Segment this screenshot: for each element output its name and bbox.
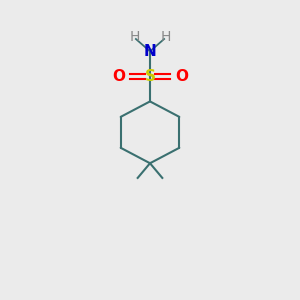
Text: H: H	[160, 30, 171, 44]
Text: S: S	[145, 69, 155, 84]
Text: N: N	[144, 44, 156, 59]
Text: O: O	[112, 69, 125, 84]
Text: O: O	[175, 69, 188, 84]
Text: H: H	[129, 30, 140, 44]
